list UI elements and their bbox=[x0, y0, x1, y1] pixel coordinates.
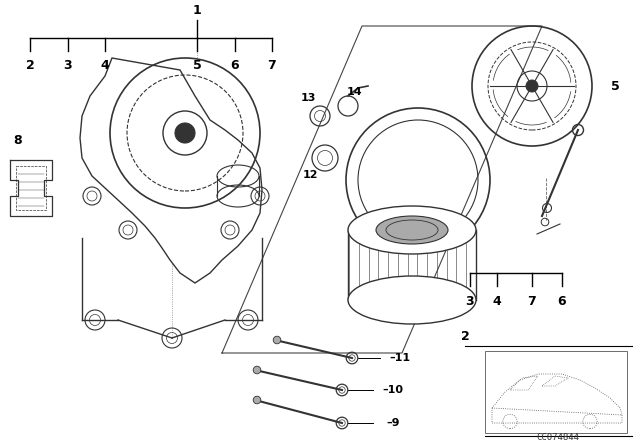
Text: 3: 3 bbox=[64, 59, 72, 72]
Text: 5: 5 bbox=[193, 59, 202, 72]
Text: 14: 14 bbox=[347, 87, 363, 97]
Text: 4: 4 bbox=[493, 294, 501, 307]
Text: –9: –9 bbox=[387, 418, 400, 428]
Text: 7: 7 bbox=[268, 59, 276, 72]
Text: 2: 2 bbox=[461, 329, 469, 343]
Circle shape bbox=[526, 80, 538, 92]
Ellipse shape bbox=[348, 276, 476, 324]
Text: 7: 7 bbox=[527, 294, 536, 307]
Text: 8: 8 bbox=[13, 134, 22, 146]
Circle shape bbox=[175, 123, 195, 143]
Text: 13: 13 bbox=[300, 93, 316, 103]
Text: 2: 2 bbox=[26, 59, 35, 72]
Text: 1: 1 bbox=[193, 4, 202, 17]
Text: 3: 3 bbox=[466, 294, 474, 307]
Text: 4: 4 bbox=[100, 59, 109, 72]
Text: 6: 6 bbox=[557, 294, 566, 307]
Text: –11: –11 bbox=[389, 353, 411, 363]
Text: 6: 6 bbox=[230, 59, 239, 72]
Circle shape bbox=[273, 336, 281, 344]
Circle shape bbox=[253, 396, 261, 404]
Text: 5: 5 bbox=[611, 79, 620, 92]
Ellipse shape bbox=[376, 216, 448, 244]
Text: 12: 12 bbox=[302, 170, 317, 180]
Circle shape bbox=[253, 366, 261, 374]
Ellipse shape bbox=[348, 206, 476, 254]
Text: –10: –10 bbox=[383, 385, 403, 395]
Polygon shape bbox=[80, 58, 262, 283]
Bar bbox=[485, 351, 627, 433]
Text: CC074844: CC074844 bbox=[536, 433, 579, 442]
